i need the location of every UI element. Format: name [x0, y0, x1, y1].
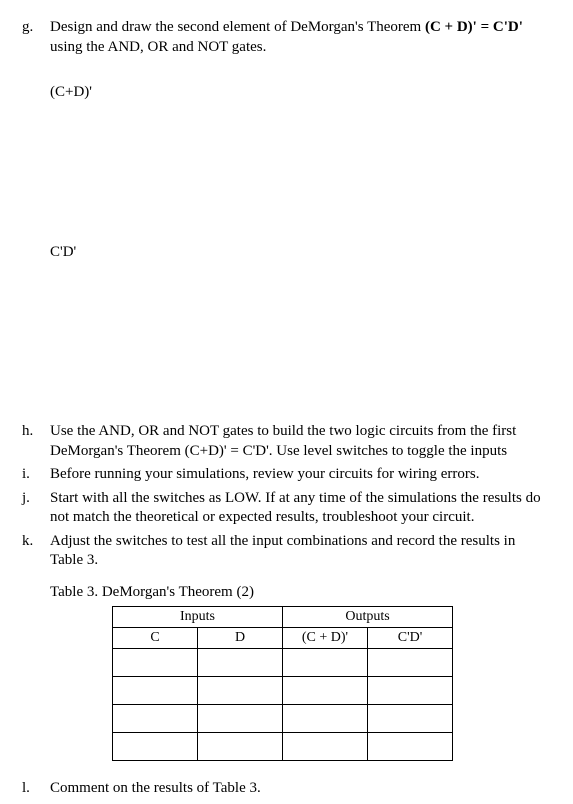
- table-row: [113, 677, 453, 705]
- item-marker: k.: [22, 532, 50, 571]
- item-text: Start with all the switches as LOW. If a…: [50, 489, 551, 528]
- expression-2: C'D': [50, 243, 551, 263]
- header-outputs: Outputs: [283, 607, 453, 628]
- table-row: [113, 649, 453, 677]
- list-item-g: g. Design and draw the second element of…: [22, 18, 551, 57]
- truth-table: Inputs Outputs C D (C + D)' C'D': [112, 606, 551, 761]
- table-row: [113, 733, 453, 761]
- table-header-cols: C D (C + D)' C'D': [113, 628, 453, 649]
- item-marker: j.: [22, 489, 50, 528]
- text-post: using the AND, OR and NOT gates.: [50, 39, 266, 55]
- item-marker: h.: [22, 422, 50, 461]
- header-inputs: Inputs: [113, 607, 283, 628]
- list-item-i: i. Before running your simulations, revi…: [22, 465, 551, 485]
- item-marker: i.: [22, 465, 50, 485]
- item-text: Design and draw the second element of De…: [50, 18, 551, 57]
- item-text: Before running your simulations, review …: [50, 465, 479, 485]
- list-item-k: k. Adjust the switches to test all the i…: [22, 532, 551, 571]
- table: Inputs Outputs C D (C + D)' C'D': [112, 606, 453, 761]
- col-d: D: [198, 628, 283, 649]
- col-out2: C'D': [368, 628, 453, 649]
- text-pre: Design and draw the second element of De…: [50, 19, 425, 35]
- expression-1: (C+D)': [50, 83, 551, 103]
- table-title: Table 3. DeMorgan's Theorem (2): [50, 583, 551, 603]
- item-text: Use the AND, OR and NOT gates to build t…: [50, 422, 551, 461]
- list-item-h: h. Use the AND, OR and NOT gates to buil…: [22, 422, 551, 461]
- item-marker: g.: [22, 18, 50, 57]
- list-item-l: l. Comment on the results of Table 3.: [22, 779, 551, 799]
- item-text: Adjust the switches to test all the inpu…: [50, 532, 551, 571]
- table-row: [113, 705, 453, 733]
- item-marker: l.: [22, 779, 50, 799]
- text-bold: (C + D)' = C'D': [425, 19, 523, 35]
- list-item-j: j. Start with all the switches as LOW. I…: [22, 489, 551, 528]
- col-out1: (C + D)': [283, 628, 368, 649]
- item-text: Comment on the results of Table 3.: [50, 779, 261, 799]
- col-c: C: [113, 628, 198, 649]
- table-header-group: Inputs Outputs: [113, 607, 453, 628]
